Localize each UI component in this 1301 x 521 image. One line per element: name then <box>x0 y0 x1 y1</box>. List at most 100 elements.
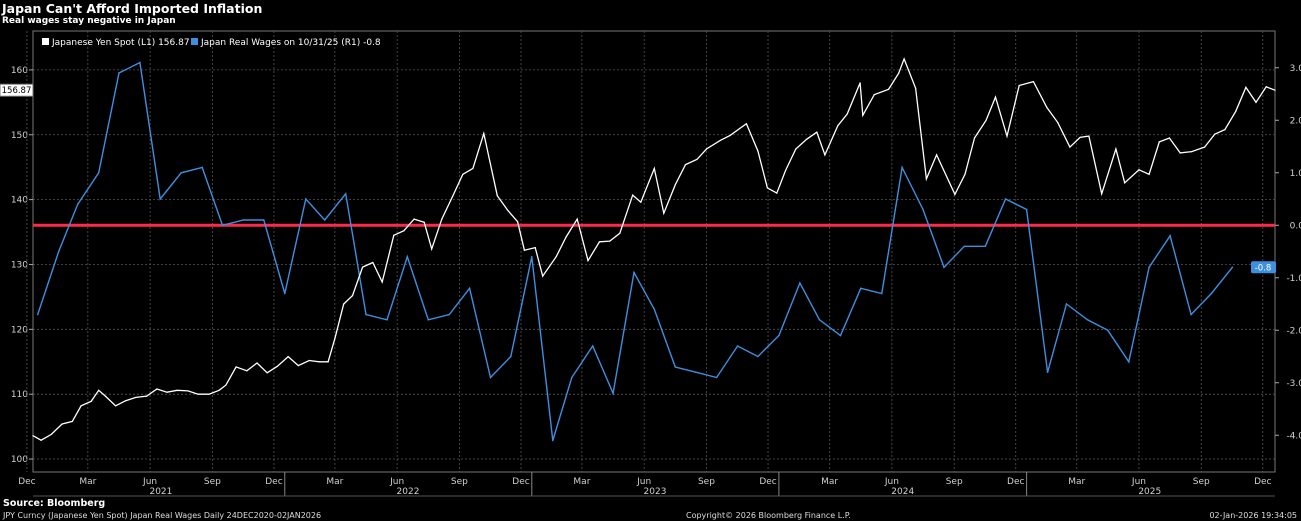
month-tick-label: Sep <box>946 477 963 487</box>
yen-spot-point <box>935 154 938 156</box>
real-wages-point <box>304 198 307 200</box>
yen-spot-point <box>517 221 519 223</box>
yen-spot-point <box>705 148 708 150</box>
yen-spot-point <box>156 388 158 390</box>
real-wages-point <box>180 171 183 174</box>
yen-spot-point <box>40 439 42 441</box>
copyright-text: Copyright© 2026 Bloomberg Finance L.P. <box>686 511 851 520</box>
yen-spot-point <box>806 138 808 140</box>
yen-spot-point <box>441 218 443 220</box>
real-wages-point <box>1231 266 1234 269</box>
left-tick-label: 110 <box>11 390 28 400</box>
yen-spot-point <box>745 123 747 125</box>
yen-spot-point <box>235 366 237 368</box>
yen-spot-point <box>674 184 676 186</box>
real-wages-point <box>510 355 512 358</box>
month-tick-label: Mar <box>821 477 838 487</box>
yen-spot-point <box>372 261 374 264</box>
yen-spot-point <box>862 114 864 116</box>
month-tick-label: Mar <box>573 477 590 487</box>
yen-spot-point <box>343 303 345 305</box>
yen-spot-point <box>576 218 578 220</box>
real-wages-point <box>448 313 451 316</box>
real-wages-point <box>139 61 141 64</box>
yen-spot-point <box>61 423 63 425</box>
month-tick-label: Jun <box>142 477 157 487</box>
real-wages-point <box>118 72 120 74</box>
yen-spot-point <box>166 391 168 393</box>
series-line-yen-spot <box>32 57 1276 441</box>
yen-spot-point <box>1265 86 1267 88</box>
real-wages-point <box>1046 371 1049 374</box>
yen-spot-point <box>873 93 875 96</box>
yen-spot-point <box>483 132 485 135</box>
yen-spot-point <box>985 119 987 122</box>
year-label: 2025 <box>1138 487 1161 497</box>
yen-spot-point <box>964 173 966 175</box>
real-wages-point <box>818 318 821 321</box>
timestamp: 02-Jan-2026 19:34:05 <box>1209 511 1297 520</box>
real-wages-point <box>531 255 533 258</box>
real-wages-point <box>674 366 677 368</box>
real-wages-point <box>76 203 79 206</box>
left-tick-label: 100 <box>11 455 28 465</box>
real-wages-point <box>839 334 842 337</box>
real-wages-point <box>1169 234 1171 237</box>
yen-spot-point <box>1006 135 1008 137</box>
yen-spot-point <box>640 201 642 203</box>
right-tick-label: 2.0 <box>1290 116 1301 126</box>
real-wages-point <box>653 308 656 311</box>
left-last-value-label: 156.87 <box>2 86 32 96</box>
legend-swatch-wages <box>191 38 198 45</box>
yen-spot-point <box>1214 133 1216 135</box>
yen-spot-point <box>297 365 299 367</box>
yen-spot-point <box>225 384 227 386</box>
yen-spot-point <box>973 137 976 139</box>
yen-spot-point <box>135 396 137 399</box>
yen-spot-point <box>903 58 905 60</box>
yen-spot-point <box>104 395 107 397</box>
yen-spot-point <box>197 393 199 395</box>
right-tick-label: -3.0 <box>1286 379 1301 389</box>
real-wages-point <box>612 392 614 395</box>
real-wages-point <box>570 376 573 379</box>
left-tick-label: 120 <box>11 325 28 335</box>
right-tick-label: 1.0 <box>1290 169 1301 179</box>
yen-spot-point <box>1274 89 1276 91</box>
legend-label-wages: Japan Real Wages on 10/31/25 (R1) -0.8 <box>200 38 381 48</box>
yen-spot-point <box>334 337 336 340</box>
yen-spot-point <box>757 150 759 152</box>
real-wages-point <box>57 250 60 253</box>
month-tick-label: Sep <box>698 477 715 487</box>
yen-spot-point <box>598 241 601 243</box>
yen-spot-point <box>287 355 289 358</box>
yen-spot-point <box>663 212 665 214</box>
real-wages-point <box>36 313 39 316</box>
yen-spot-point <box>114 405 117 407</box>
real-wages-point <box>263 219 265 221</box>
real-wages-point <box>1128 360 1130 363</box>
left-tick-label: 150 <box>11 131 28 141</box>
month-tick-label: Sep <box>1193 477 1210 487</box>
left-tick-label: 130 <box>11 260 28 270</box>
month-tick-label: Mar <box>79 477 96 487</box>
month-tick-label: Sep <box>204 477 221 487</box>
yen-spot-point <box>266 372 268 374</box>
yen-spot-point <box>1179 152 1181 154</box>
month-tick-label: Dec <box>265 477 282 487</box>
real-wages-point <box>344 192 347 195</box>
real-wages-point <box>283 292 286 295</box>
real-wages-point <box>757 355 759 358</box>
yen-spot-point <box>71 420 73 423</box>
yen-spot-point <box>318 361 320 363</box>
yen-spot-point <box>619 232 621 234</box>
yen-spot-point <box>653 167 655 170</box>
real-wages-point <box>1086 318 1089 321</box>
yen-spot-point <box>452 195 454 197</box>
real-wages-point <box>859 287 862 290</box>
real-wages-point <box>406 255 409 258</box>
yen-spot-point <box>496 195 498 197</box>
month-tick-label: Jun <box>389 477 404 487</box>
year-label: 2024 <box>891 487 914 497</box>
legend-label-yen: Japanese Yen Spot (L1) 156.87 <box>51 38 190 48</box>
